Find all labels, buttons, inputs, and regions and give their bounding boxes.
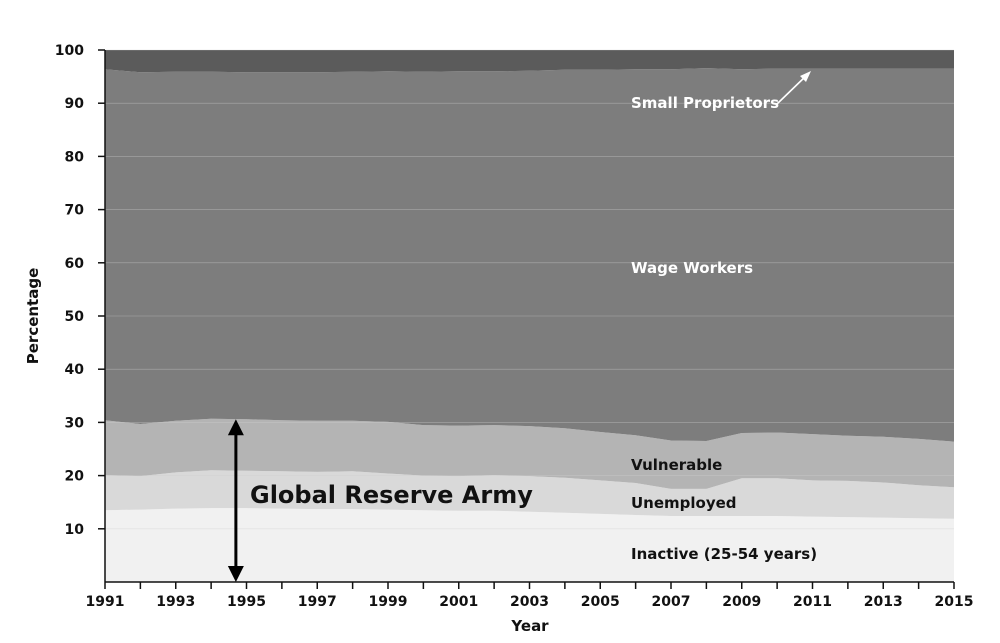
x-tick-label: 2013 bbox=[864, 594, 903, 610]
area-wage-workers bbox=[105, 68, 954, 442]
x-tick-label: 2005 bbox=[581, 594, 620, 610]
x-axis-title: Year bbox=[510, 617, 549, 635]
x-tick-label: 2011 bbox=[793, 594, 832, 610]
y-tick-label: 20 bbox=[65, 469, 85, 485]
label-vulnerable: Vulnerable bbox=[631, 456, 722, 474]
label-unemployed: Unemployed bbox=[631, 494, 737, 512]
x-tick-label: 2001 bbox=[439, 594, 478, 610]
area-layers bbox=[105, 50, 954, 582]
y-tick-label: 30 bbox=[65, 415, 85, 431]
label-small-proprietors: Small Proprietors bbox=[631, 94, 779, 112]
axes bbox=[98, 49, 955, 589]
x-tick-label: 2009 bbox=[722, 594, 761, 610]
y-tick-label: 60 bbox=[65, 256, 85, 272]
area-small-proprietors bbox=[105, 50, 954, 73]
x-tick-label: 2003 bbox=[510, 594, 549, 610]
y-tick-label: 50 bbox=[65, 309, 85, 325]
area-vulnerable bbox=[105, 418, 954, 489]
area-inactive-25-54-years bbox=[105, 508, 954, 582]
x-tick-label: 2015 bbox=[935, 594, 974, 610]
y-tick-label: 10 bbox=[65, 522, 85, 538]
y-axis-title: Percentage bbox=[24, 268, 42, 365]
y-tick-label: 70 bbox=[65, 203, 85, 219]
y-tick-label: 40 bbox=[65, 362, 85, 378]
x-tick-label: 1997 bbox=[298, 594, 337, 610]
small-proprietors-arrow bbox=[776, 71, 811, 105]
x-tick-label: 2007 bbox=[652, 594, 691, 610]
label-wage-workers: Wage Workers bbox=[631, 259, 753, 277]
x-tick-label: 1995 bbox=[227, 594, 266, 610]
label-global-reserve-army: Global Reserve Army bbox=[250, 481, 533, 509]
y-tick-label: 100 bbox=[55, 43, 84, 59]
y-tick-label: 80 bbox=[65, 149, 85, 165]
x-tick-label: 1999 bbox=[369, 594, 408, 610]
x-tick-label: 1993 bbox=[156, 594, 195, 610]
label-inactive: Inactive (25-54 years) bbox=[631, 545, 817, 563]
reserve-army-arrow bbox=[227, 419, 244, 582]
y-tick-labels: 10 20 30 40 50 60 70 80 90 100 bbox=[55, 43, 84, 538]
x-tick-label: 1991 bbox=[86, 594, 125, 610]
area-unemployed bbox=[105, 470, 954, 519]
gridlines bbox=[105, 49, 954, 530]
x-tick-labels: 1991 1993 1995 1997 1999 2001 2003 2005 2007 2009… bbox=[86, 594, 974, 610]
y-tick-label: 90 bbox=[65, 96, 85, 112]
